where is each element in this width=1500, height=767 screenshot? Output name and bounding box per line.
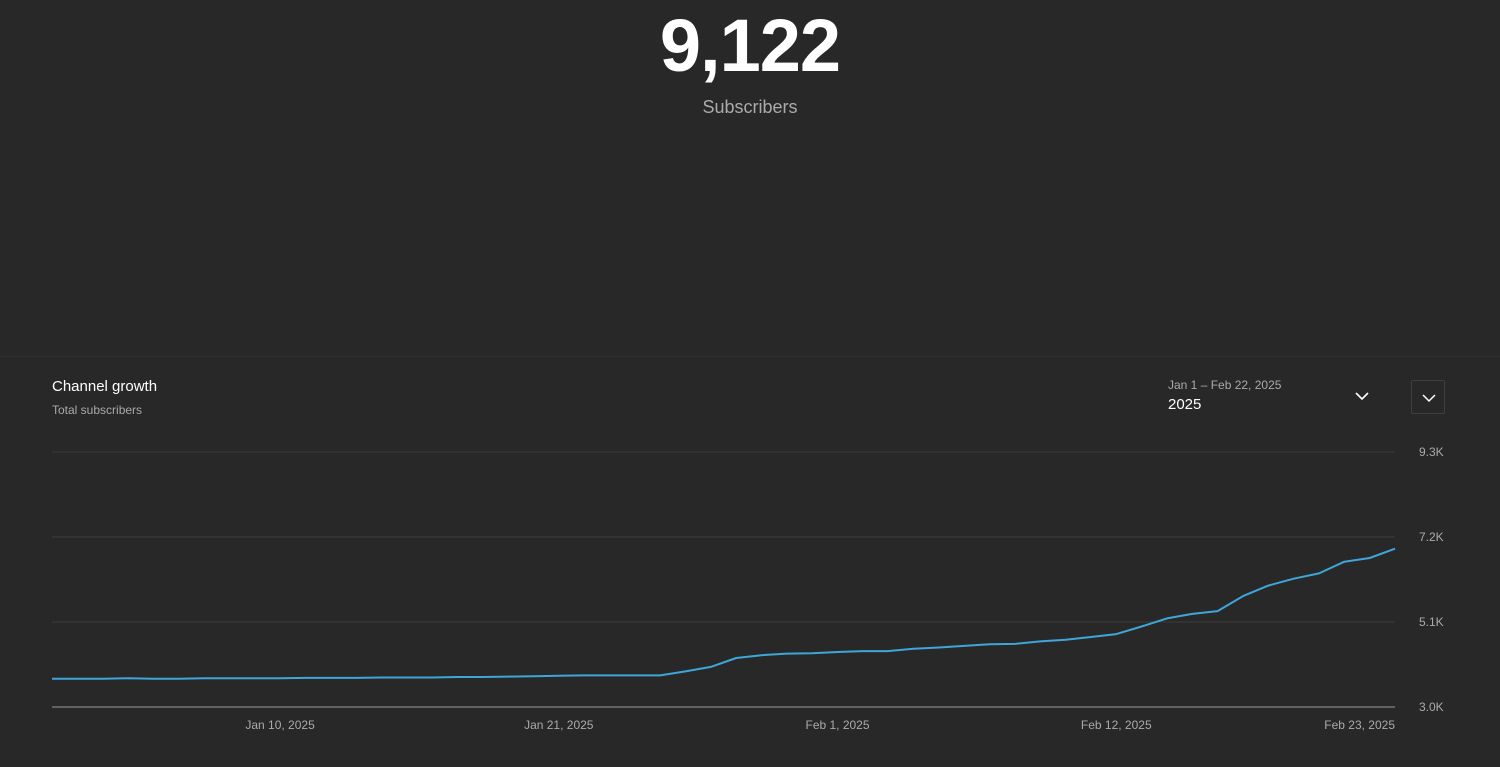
chevron-down-icon bbox=[1422, 394, 1436, 403]
subscriber-growth-chart: 3.0K 5.1K 7.2K 9.3K Jan 10, 2025 Jan 21, 2025… bbox=[52, 445, 1444, 732]
card-title: Channel growth bbox=[52, 378, 158, 395]
x-tick-label: Feb 12, 2025 bbox=[1081, 718, 1152, 732]
y-tick-label: 7.2K bbox=[1419, 530, 1444, 544]
x-tick-label: Jan 21, 2025 bbox=[524, 718, 594, 732]
date-range-dates: Jan 1 – Feb 22, 2025 bbox=[1168, 378, 1282, 392]
subscriber-count-label: Subscribers bbox=[702, 97, 798, 117]
y-tick-label: 9.3K bbox=[1419, 445, 1444, 459]
x-tick-label: Jan 10, 2025 bbox=[245, 718, 315, 732]
x-tick-label: Feb 23, 2025 bbox=[1324, 718, 1395, 732]
chart-options-button[interactable] bbox=[1411, 380, 1445, 414]
date-range-picker[interactable]: Jan 1 – Feb 22, 2025 2025 bbox=[1160, 372, 1386, 420]
date-range-period: 2025 bbox=[1168, 396, 1202, 413]
subscriber-count: 9,122 bbox=[659, 4, 841, 87]
card-subtitle: Total subscribers bbox=[52, 403, 143, 417]
section-divider bbox=[0, 356, 1500, 357]
y-tick-label: 3.0K bbox=[1419, 700, 1444, 714]
chevron-down-icon bbox=[1355, 392, 1369, 401]
subscribers-series-line bbox=[52, 547, 1396, 680]
subscriber-summary: 9,122 Subscribers bbox=[0, 0, 1500, 356]
x-tick-label: Feb 1, 2025 bbox=[805, 718, 869, 732]
y-tick-label: 5.1K bbox=[1419, 615, 1444, 629]
